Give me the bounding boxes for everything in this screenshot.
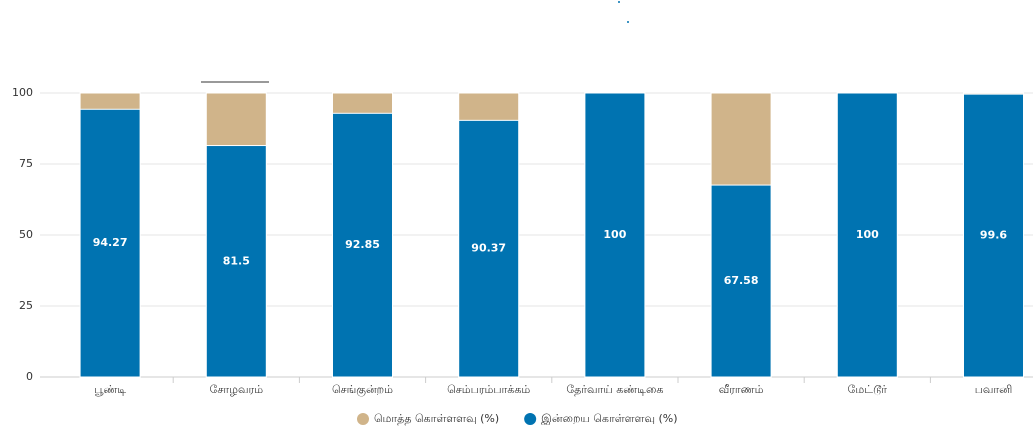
bar xyxy=(458,119,520,378)
data-label: 92.85 xyxy=(345,238,380,251)
legend-marker xyxy=(524,413,537,425)
bar xyxy=(79,108,141,378)
legend-label: மொத்த கொள்ளளவு (%) xyxy=(374,412,499,425)
data-label: 94.27 xyxy=(93,236,128,249)
y-tick-label: 75 xyxy=(19,157,33,170)
data-label: 90.37 xyxy=(471,242,506,255)
x-tick-label: மேட்டூர் xyxy=(848,383,888,396)
data-label: 67.58 xyxy=(724,274,759,287)
data-label: 100 xyxy=(856,228,879,241)
x-tick-label: சோழவரம் xyxy=(210,383,264,396)
x-tick-label: வீராணம் xyxy=(719,383,764,396)
legend-label: இன்றைய கொள்ளளவு (%) xyxy=(541,412,677,425)
x-tick-label: பூண்டி xyxy=(94,383,126,396)
bar xyxy=(205,145,267,378)
y-tick-label: 100 xyxy=(12,86,33,99)
dot xyxy=(618,1,620,3)
legend-marker xyxy=(357,413,369,425)
x-tick-label: தேர்வாய் கண்டிகை xyxy=(566,383,663,396)
x-tick-label: பவானி xyxy=(975,383,1013,396)
bar xyxy=(710,184,772,378)
bar xyxy=(963,93,1024,378)
y-tick-label: 50 xyxy=(19,228,33,241)
data-label: 100 xyxy=(603,228,626,241)
x-tick-label: செங்குன்றம் xyxy=(332,383,393,398)
bar xyxy=(836,92,898,378)
bar xyxy=(584,92,646,378)
data-label: 99.6 xyxy=(980,229,1007,242)
data-label: 81.5 xyxy=(223,254,250,267)
y-tick-label: 0 xyxy=(26,370,33,383)
x-tick-label: செம்பரம்பாக்கம் xyxy=(447,383,530,396)
y-tick-label: 25 xyxy=(19,299,33,312)
bar xyxy=(332,112,393,378)
dot xyxy=(627,21,629,23)
